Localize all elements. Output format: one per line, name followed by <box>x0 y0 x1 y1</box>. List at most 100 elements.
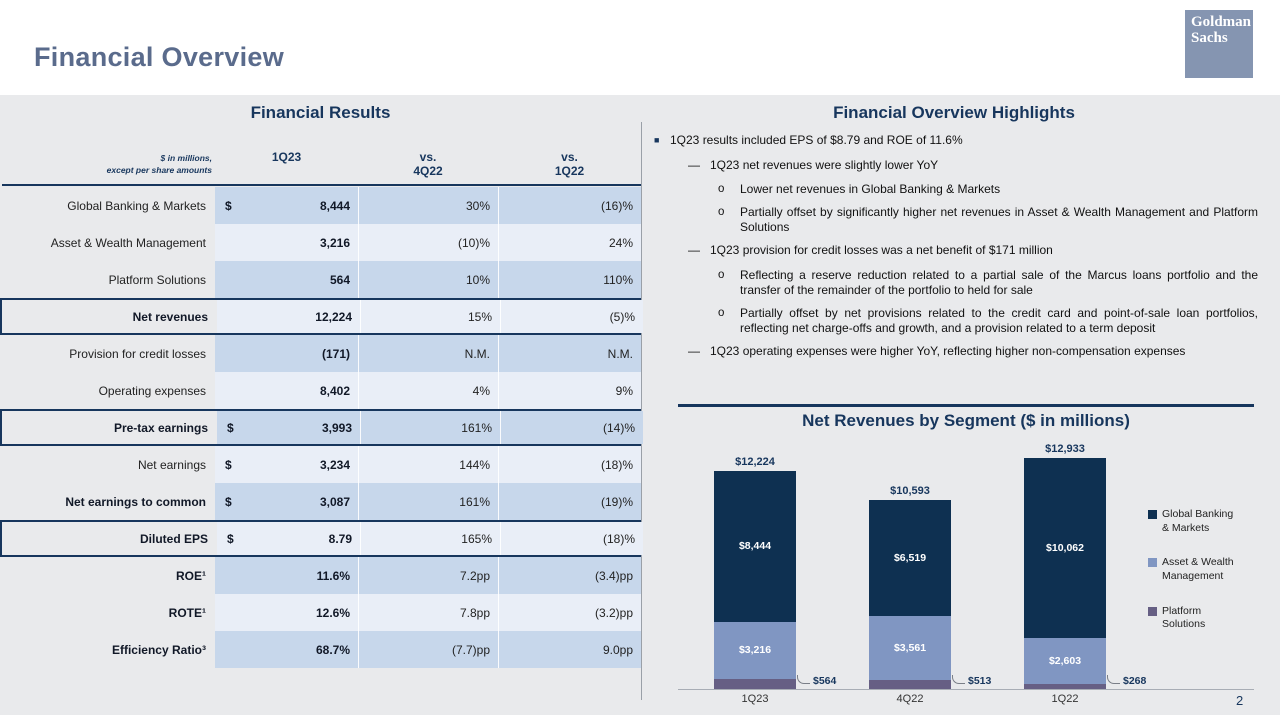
highlight-text: 1Q23 provision for credit losses was a n… <box>710 242 1053 257</box>
table-row: Asset & Wealth Management 3,216 (10)% 24% <box>0 224 641 261</box>
bar-segment: $6,519 <box>869 499 951 617</box>
callout-connector <box>1107 675 1120 684</box>
legend-swatch-icon <box>1148 606 1157 616</box>
cell-vs-1q22: (16)% <box>498 187 641 224</box>
row-label: Operating expenses <box>98 383 206 398</box>
callout-connector <box>797 675 810 684</box>
cell-vs-4q22: 144% <box>358 446 498 483</box>
cell-1q23: 12.6% <box>215 594 358 631</box>
highlights-list: ■ 1Q23 results included EPS of $8.79 and … <box>654 133 1258 369</box>
bar-segment <box>714 678 796 689</box>
highlight-item: o Partially offset by net provisions rela… <box>718 306 1258 337</box>
cell-1q23: $3,993 <box>217 411 360 444</box>
table-row: Efficiency Ratio³ 68.7% (7.7)pp 9.0pp <box>0 631 641 668</box>
highlight-item: o Partially offset by significantly highe… <box>718 205 1258 236</box>
row-label: Provision for credit losses <box>69 346 206 361</box>
table-row: Diluted EPS $8.79 165% (18)% <box>0 520 643 557</box>
cell-vs-1q22: 110% <box>498 261 641 298</box>
dollar-sign: $ <box>227 420 234 435</box>
column-label: 4Q22 <box>413 164 443 178</box>
row-label: Net revenues <box>132 309 208 324</box>
highlight-item: ■ 1Q23 results included EPS of $8.79 and … <box>654 133 1258 149</box>
column-prefix: vs. <box>561 150 578 164</box>
row-label: Net earnings <box>137 457 206 472</box>
stacked-bar-4q22: $6,519 $3,561 <box>869 499 951 689</box>
note-line2: except per share amounts <box>106 165 212 176</box>
platform-solutions-value-label: $564 <box>813 675 837 687</box>
value-1q23: 11.6% <box>316 568 350 583</box>
bar-segment <box>1024 684 1106 689</box>
cell-1q23: 11.6% <box>215 557 358 594</box>
highlight-text: Partially offset by significantly higher… <box>740 204 1258 235</box>
table-row: Pre-tax earnings $3,993 161% (14)% <box>0 409 643 446</box>
bar-segment: $10,062 <box>1024 458 1106 638</box>
column-header-vs-1q22: vs. 1Q22 <box>498 150 641 178</box>
logo-line2: Sachs <box>1191 30 1228 47</box>
cell-vs-1q22: 24% <box>498 224 641 261</box>
legend-item: Platform Solutions <box>1148 605 1258 632</box>
table-units-note: $ in millions, except per share amounts <box>0 152 212 177</box>
row-label: Net earnings to common <box>65 494 206 509</box>
segment-value-label: $6,519 <box>893 552 927 565</box>
table-row: ROTE¹ 12.6% 7.8pp (3.2)pp <box>0 594 641 631</box>
row-label: Diluted EPS <box>139 531 208 546</box>
segment-value-label: $10,062 <box>1046 541 1084 554</box>
table-row: Global Banking & Markets $8,444 30% (16)% <box>0 187 641 224</box>
table-row: Platform Solutions 564 10% 110% <box>0 261 641 298</box>
platform-solutions-value-label: $513 <box>968 675 992 687</box>
row-label: Asset & Wealth Management <box>50 235 206 250</box>
cell-vs-4q22: 4% <box>358 372 498 409</box>
dollar-sign: $ <box>225 198 232 213</box>
cell-1q23: 564 <box>215 261 358 298</box>
column-header-1q23: 1Q23 <box>215 150 358 164</box>
row-label: ROE¹ <box>176 568 206 583</box>
chart-divider <box>678 404 1254 407</box>
highlight-text: Reflecting a reserve reduction related t… <box>740 267 1258 298</box>
value-1q23: 3,087 <box>319 494 350 509</box>
value-1q23: 8,444 <box>319 198 350 213</box>
circle-bullet-icon: o <box>718 306 725 319</box>
cell-vs-4q22: 15% <box>360 300 500 333</box>
cell-vs-1q22: 9% <box>498 372 641 409</box>
dash-bullet-icon: — <box>688 242 700 257</box>
value-1q23: 3,993 <box>321 420 352 435</box>
financial-results-rows: Global Banking & Markets $8,444 30% (16)% As… <box>0 187 643 668</box>
goldman-sachs-logo: Goldman Sachs <box>1185 10 1253 78</box>
legend-item: Asset & Wealth Management <box>1148 556 1258 583</box>
dollar-sign: $ <box>227 531 234 546</box>
stacked-bar-1q22: $10,062 $2,603 <box>1024 458 1106 689</box>
note-line1: $ in millions, <box>160 153 212 163</box>
chart-legend: Global Banking & Markets Asset & Wealth M… <box>1148 508 1258 653</box>
legend-swatch-icon <box>1148 558 1157 568</box>
row-label: Platform Solutions <box>108 272 206 287</box>
x-axis-label: 4Q22 <box>896 693 924 705</box>
cell-vs-1q22: (3.4)pp <box>498 557 641 594</box>
row-label: Efficiency Ratio³ <box>111 642 206 657</box>
cell-vs-1q22: N.M. <box>498 335 641 372</box>
cell-vs-4q22: N.M. <box>358 335 498 372</box>
cell-1q23: $8.79 <box>217 522 360 555</box>
cell-vs-1q22: (18)% <box>500 522 643 555</box>
legend-item: Global Banking & Markets <box>1148 508 1258 535</box>
cell-1q23: 3,216 <box>215 224 358 261</box>
highlight-item: o Reflecting a reserve reduction related … <box>718 268 1258 299</box>
highlight-item: — 1Q23 provision for credit losses was a … <box>688 243 1258 259</box>
column-prefix: vs. <box>419 150 437 164</box>
value-1q23: 3,234 <box>319 457 350 472</box>
segment-value-label: $3,561 <box>893 642 927 655</box>
table-row: Net earnings $3,234 144% (18)% <box>0 446 641 483</box>
legend-label: Platform Solutions <box>1162 604 1206 631</box>
table-row: Provision for credit losses (171) N.M. N.M. <box>0 335 641 372</box>
column-label: 1Q23 <box>271 150 302 164</box>
row-label: ROTE¹ <box>168 605 206 620</box>
circle-bullet-icon: o <box>718 268 725 281</box>
callout-connector <box>952 675 965 684</box>
bar-chart-plot: $8,444 $3,216 $12,224 $564 1Q23 $6,519 $3,561 $… <box>678 440 1254 705</box>
bar-total-label: $12,224 <box>735 456 775 468</box>
bar-total-label: $10,593 <box>890 485 930 497</box>
dollar-sign: $ <box>225 457 232 472</box>
cell-vs-1q22: (3.2)pp <box>498 594 641 631</box>
segment-value-label: $2,603 <box>1048 654 1082 667</box>
highlight-text: 1Q23 results included EPS of $8.79 and R… <box>670 133 963 147</box>
